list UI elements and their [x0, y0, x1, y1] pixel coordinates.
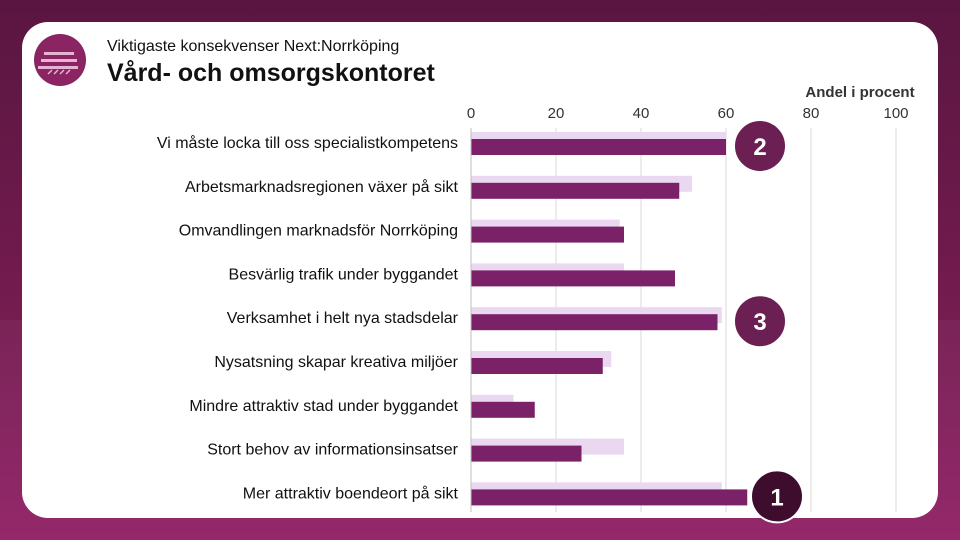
- category-label: Stort behov av informationsinsatser: [207, 442, 458, 459]
- x-tick-label: 100: [883, 105, 908, 122]
- category-label: Nysatsning skapar kreativa miljöer: [214, 354, 458, 371]
- bar-primary: [471, 182, 680, 199]
- bar-primary: [471, 489, 748, 506]
- rank-badge-label: 1: [770, 484, 783, 511]
- bar-primary: [471, 445, 582, 462]
- x-tick-label: 40: [633, 105, 650, 122]
- x-tick-label: 60: [718, 105, 735, 122]
- bar-primary: [471, 139, 726, 155]
- bar-primary: [471, 226, 624, 243]
- category-label: Vi måste locka till oss specialistkompet…: [157, 134, 458, 152]
- page-subtitle: Viktigaste konsekvenser Next:Norrköping: [107, 38, 400, 55]
- category-label: Omvandlingen marknadsför Norrköping: [179, 223, 458, 240]
- x-tick-label: 0: [467, 105, 475, 122]
- rank-badge: [733, 294, 787, 349]
- rank-badge-label: 3: [753, 309, 766, 336]
- x-tick-label: 80: [803, 105, 820, 122]
- bar-primary: [471, 358, 603, 374]
- rail-track-graphic: [38, 52, 78, 75]
- bar-primary: [471, 270, 675, 287]
- rank-badge-label: 2: [753, 134, 766, 161]
- category-label: Mer attraktiv boendeort på sikt: [243, 484, 459, 502]
- x-axis-title: Andel i procent: [805, 84, 915, 101]
- rank-badge: [750, 469, 804, 524]
- category-label: Besvärlig trafik under byggandet: [229, 266, 459, 283]
- category-label: Arbetsmarknadsregionen växer på sikt: [185, 178, 459, 196]
- bar-primary: [471, 314, 718, 331]
- category-label: Verksamhet i helt nya stadsdelar: [227, 310, 459, 327]
- page-title: Vård- och omsorgskontoret: [107, 59, 435, 87]
- bar-primary: [471, 401, 535, 418]
- category-label: Mindre attraktiv stad under byggandet: [189, 398, 458, 415]
- rail-track-icon: [34, 34, 86, 86]
- x-tick-label: 20: [548, 105, 565, 122]
- rank-badge: [733, 119, 787, 173]
